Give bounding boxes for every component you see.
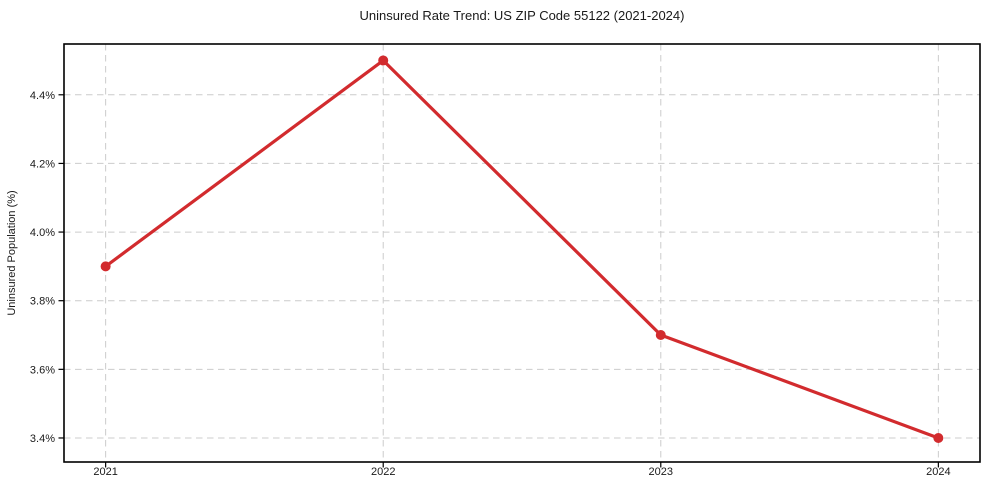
grid-lines [64, 44, 980, 462]
y-axis-label: Uninsured Population (%) [6, 190, 18, 315]
y-tick-label: 3.6% [30, 364, 55, 376]
plot-border [63, 43, 981, 463]
x-tick-label: 2024 [926, 466, 950, 478]
data-point-marker [100, 261, 111, 272]
trend-line [104, 58, 940, 440]
y-tick-label: 3.8% [30, 296, 55, 308]
data-point-marker [378, 55, 389, 66]
chart-title: Uninsured Rate Trend: US ZIP Code 55122 … [360, 8, 685, 23]
y-tick-label: 4.2% [30, 158, 55, 170]
x-tick-label: 2022 [371, 466, 395, 478]
data-point-marker [933, 432, 944, 443]
y-tick-label: 4.0% [30, 227, 55, 239]
trend-line-series [100, 55, 944, 443]
axes: 2021 2022 2023 2024 3.4% 3.6% 3.8% 4.0% 4.2% 4.4% [30, 43, 981, 478]
data-point-marker [655, 330, 666, 341]
x-tick-label: 2023 [649, 466, 673, 478]
y-tick-label: 3.4% [30, 433, 55, 445]
y-tick-label: 4.4% [30, 90, 55, 102]
x-tick-label: 2021 [93, 466, 117, 478]
